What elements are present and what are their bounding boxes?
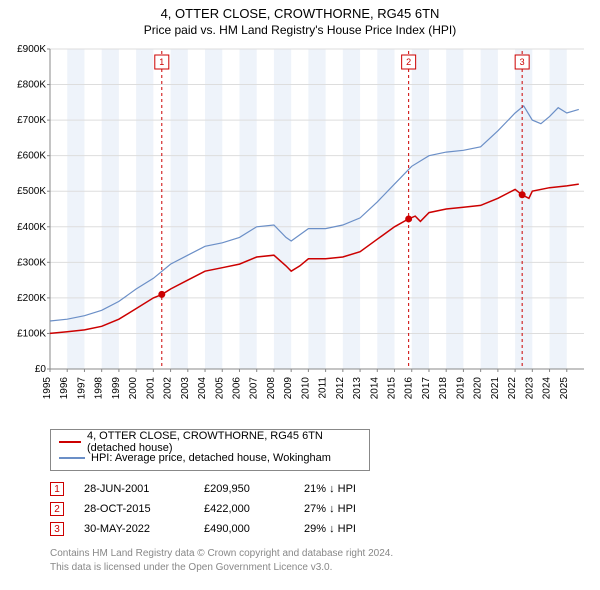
svg-text:1996: 1996 [59,377,70,400]
chart-svg: £0 £100K £200K £300K £400K £500K £600K £700K £80… [4,43,596,423]
svg-text:£900K: £900K [17,44,46,55]
svg-text:1998: 1998 [94,377,105,400]
svg-text:2000: 2000 [128,377,139,400]
svg-text:2014: 2014 [369,377,380,400]
svg-text:2024: 2024 [542,377,553,400]
svg-text:£600K: £600K [17,151,46,162]
legend-swatch [59,441,81,443]
svg-text:2011: 2011 [318,377,329,399]
svg-text:2005: 2005 [214,377,225,400]
sale-badge: 1 [50,482,64,496]
svg-text:2023: 2023 [524,377,535,400]
svg-text:1997: 1997 [76,377,87,400]
svg-text:£500K: £500K [17,186,46,197]
svg-text:2001: 2001 [145,377,156,400]
legend: 4, OTTER CLOSE, CROWTHORNE, RG45 6TN (de… [50,429,370,471]
svg-text:£800K: £800K [17,80,46,91]
sale-delta: 21% ↓ HPI [304,483,404,495]
svg-text:2008: 2008 [266,377,277,400]
footer-line-1: Contains HM Land Registry data © Crown c… [50,547,570,561]
svg-text:£700K: £700K [17,115,46,126]
svg-text:2006: 2006 [231,377,242,400]
svg-text:2017: 2017 [421,377,432,400]
svg-text:2025: 2025 [559,377,570,400]
sale-date: 30-MAY-2022 [84,523,204,535]
legend-label: 4, OTTER CLOSE, CROWTHORNE, RG45 6TN (de… [87,430,361,454]
sale-date: 28-OCT-2015 [84,503,204,515]
svg-text:2002: 2002 [163,377,174,400]
svg-text:2020: 2020 [473,377,484,400]
svg-text:1999: 1999 [111,377,122,400]
svg-text:2007: 2007 [249,377,260,400]
svg-text:£0: £0 [35,364,47,375]
svg-text:1995: 1995 [42,377,53,400]
svg-text:2012: 2012 [335,377,346,400]
sale-date: 28-JUN-2001 [84,483,204,495]
svg-text:2019: 2019 [455,377,466,400]
chart-area: £0 £100K £200K £300K £400K £500K £600K £700K £80… [4,43,596,423]
sale-badge: 2 [50,502,64,516]
legend-item-hpi: HPI: Average price, detached house, Woki… [59,450,361,466]
footer-line-2: This data is licensed under the Open Gov… [50,561,570,575]
legend-label: HPI: Average price, detached house, Woki… [91,452,331,464]
svg-text:2004: 2004 [197,377,208,400]
svg-text:1: 1 [159,57,164,67]
svg-text:2018: 2018 [438,377,449,400]
svg-text:2003: 2003 [180,377,191,400]
chart-title: 4, OTTER CLOSE, CROWTHORNE, RG45 6TN [4,6,596,21]
svg-text:£200K: £200K [17,293,46,304]
sale-price: £209,950 [204,483,304,495]
svg-text:2022: 2022 [507,377,518,400]
sale-price: £490,000 [204,523,304,535]
svg-text:2016: 2016 [404,377,415,400]
legend-swatch [59,457,85,459]
svg-text:2010: 2010 [300,377,311,400]
svg-text:£100K: £100K [17,328,46,339]
svg-text:£400K: £400K [17,222,46,233]
svg-text:3: 3 [520,57,525,67]
sales-table: 1 28-JUN-2001£209,95021% ↓ HPI 2 28-OCT-201… [50,479,596,539]
chart-subtitle: Price paid vs. HM Land Registry's House … [4,23,596,37]
legend-item-property: 4, OTTER CLOSE, CROWTHORNE, RG45 6TN (de… [59,434,361,450]
svg-text:2009: 2009 [283,377,294,400]
sale-badge: 3 [50,522,64,536]
svg-text:£300K: £300K [17,257,46,268]
svg-text:2021: 2021 [490,377,501,400]
sale-price: £422,000 [204,503,304,515]
footer: Contains HM Land Registry data © Crown c… [50,547,570,575]
svg-text:2: 2 [406,57,411,67]
sale-row: 2 28-OCT-2015£422,00027% ↓ HPI [50,499,596,519]
sale-row: 1 28-JUN-2001£209,95021% ↓ HPI [50,479,596,499]
sale-row: 3 30-MAY-2022£490,00029% ↓ HPI [50,519,596,539]
sale-delta: 27% ↓ HPI [304,503,404,515]
svg-text:2015: 2015 [387,377,398,400]
sale-delta: 29% ↓ HPI [304,523,404,535]
svg-text:2013: 2013 [352,377,363,400]
